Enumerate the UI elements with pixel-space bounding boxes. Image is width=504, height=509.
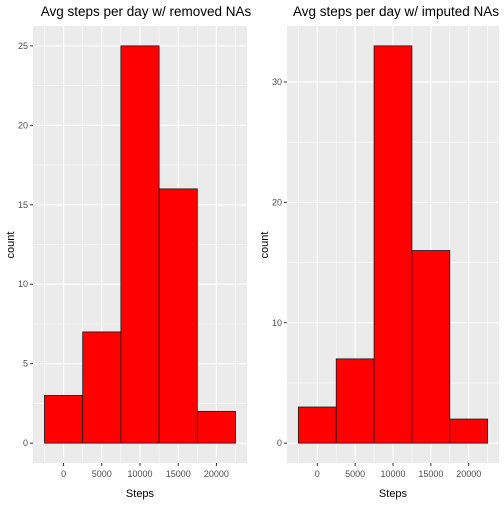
y-tick-label: 0 [23, 438, 28, 448]
histogram-bar [297, 406, 337, 444]
y-tick-label: 20 [18, 120, 28, 130]
chart-removed-nas: Avg steps per day w/ removed NAs 0 5 10 15 2… [5, 4, 252, 500]
chart-title: Avg steps per day w/ imputed NAs [293, 4, 499, 19]
x-axis-ticks: 0 5000 10000 15000 20000 [315, 463, 481, 479]
x-tick-label: 20000 [456, 469, 481, 479]
histogram-bar [120, 45, 160, 444]
x-tick-label: 0 [315, 469, 320, 479]
y-axis-ticks: 0 10 20 30 [272, 77, 287, 448]
y-tick-label: 0 [277, 438, 282, 448]
y-axis-ticks: 0 5 10 15 20 25 [18, 41, 33, 448]
y-tick-label: 10 [18, 279, 28, 289]
histogram-bar [82, 331, 122, 444]
y-tick-label: 30 [272, 77, 282, 87]
y-tick-label: 20 [272, 197, 282, 207]
x-tick-label: 5000 [92, 469, 112, 479]
y-tick-label: 25 [18, 41, 28, 51]
x-tick-label: 15000 [418, 469, 443, 479]
y-tick-label: 10 [272, 318, 282, 328]
x-tick-label: 10000 [127, 469, 152, 479]
x-axis-title: Steps [126, 488, 155, 500]
x-tick-label: 20000 [204, 469, 229, 479]
chart-title: Avg steps per day w/ removed NAs [41, 4, 252, 19]
bars [297, 45, 489, 444]
histogram-bar [44, 395, 84, 444]
y-axis-title: count [5, 232, 17, 259]
y-tick-label: 5 [23, 359, 28, 369]
x-axis-title: Steps [379, 488, 408, 500]
x-tick-label: 15000 [166, 469, 191, 479]
x-tick-label: 10000 [380, 469, 405, 479]
y-tick-label: 15 [18, 200, 28, 210]
bars [44, 45, 236, 444]
histogram-bar [158, 188, 198, 444]
x-tick-label: 5000 [345, 469, 365, 479]
histogram-bar [196, 410, 236, 444]
chart-imputed-nas: Avg steps per day w/ imputed NAs 0 10 20 30… [259, 4, 499, 500]
x-tick-label: 0 [61, 469, 66, 479]
histogram-bar [411, 250, 451, 444]
histogram-bar [449, 418, 489, 444]
histogram-bar [335, 358, 375, 444]
histogram-bar [373, 45, 413, 444]
x-axis-ticks: 0 5000 10000 15000 20000 [61, 463, 229, 479]
y-axis-title: count [259, 232, 271, 259]
